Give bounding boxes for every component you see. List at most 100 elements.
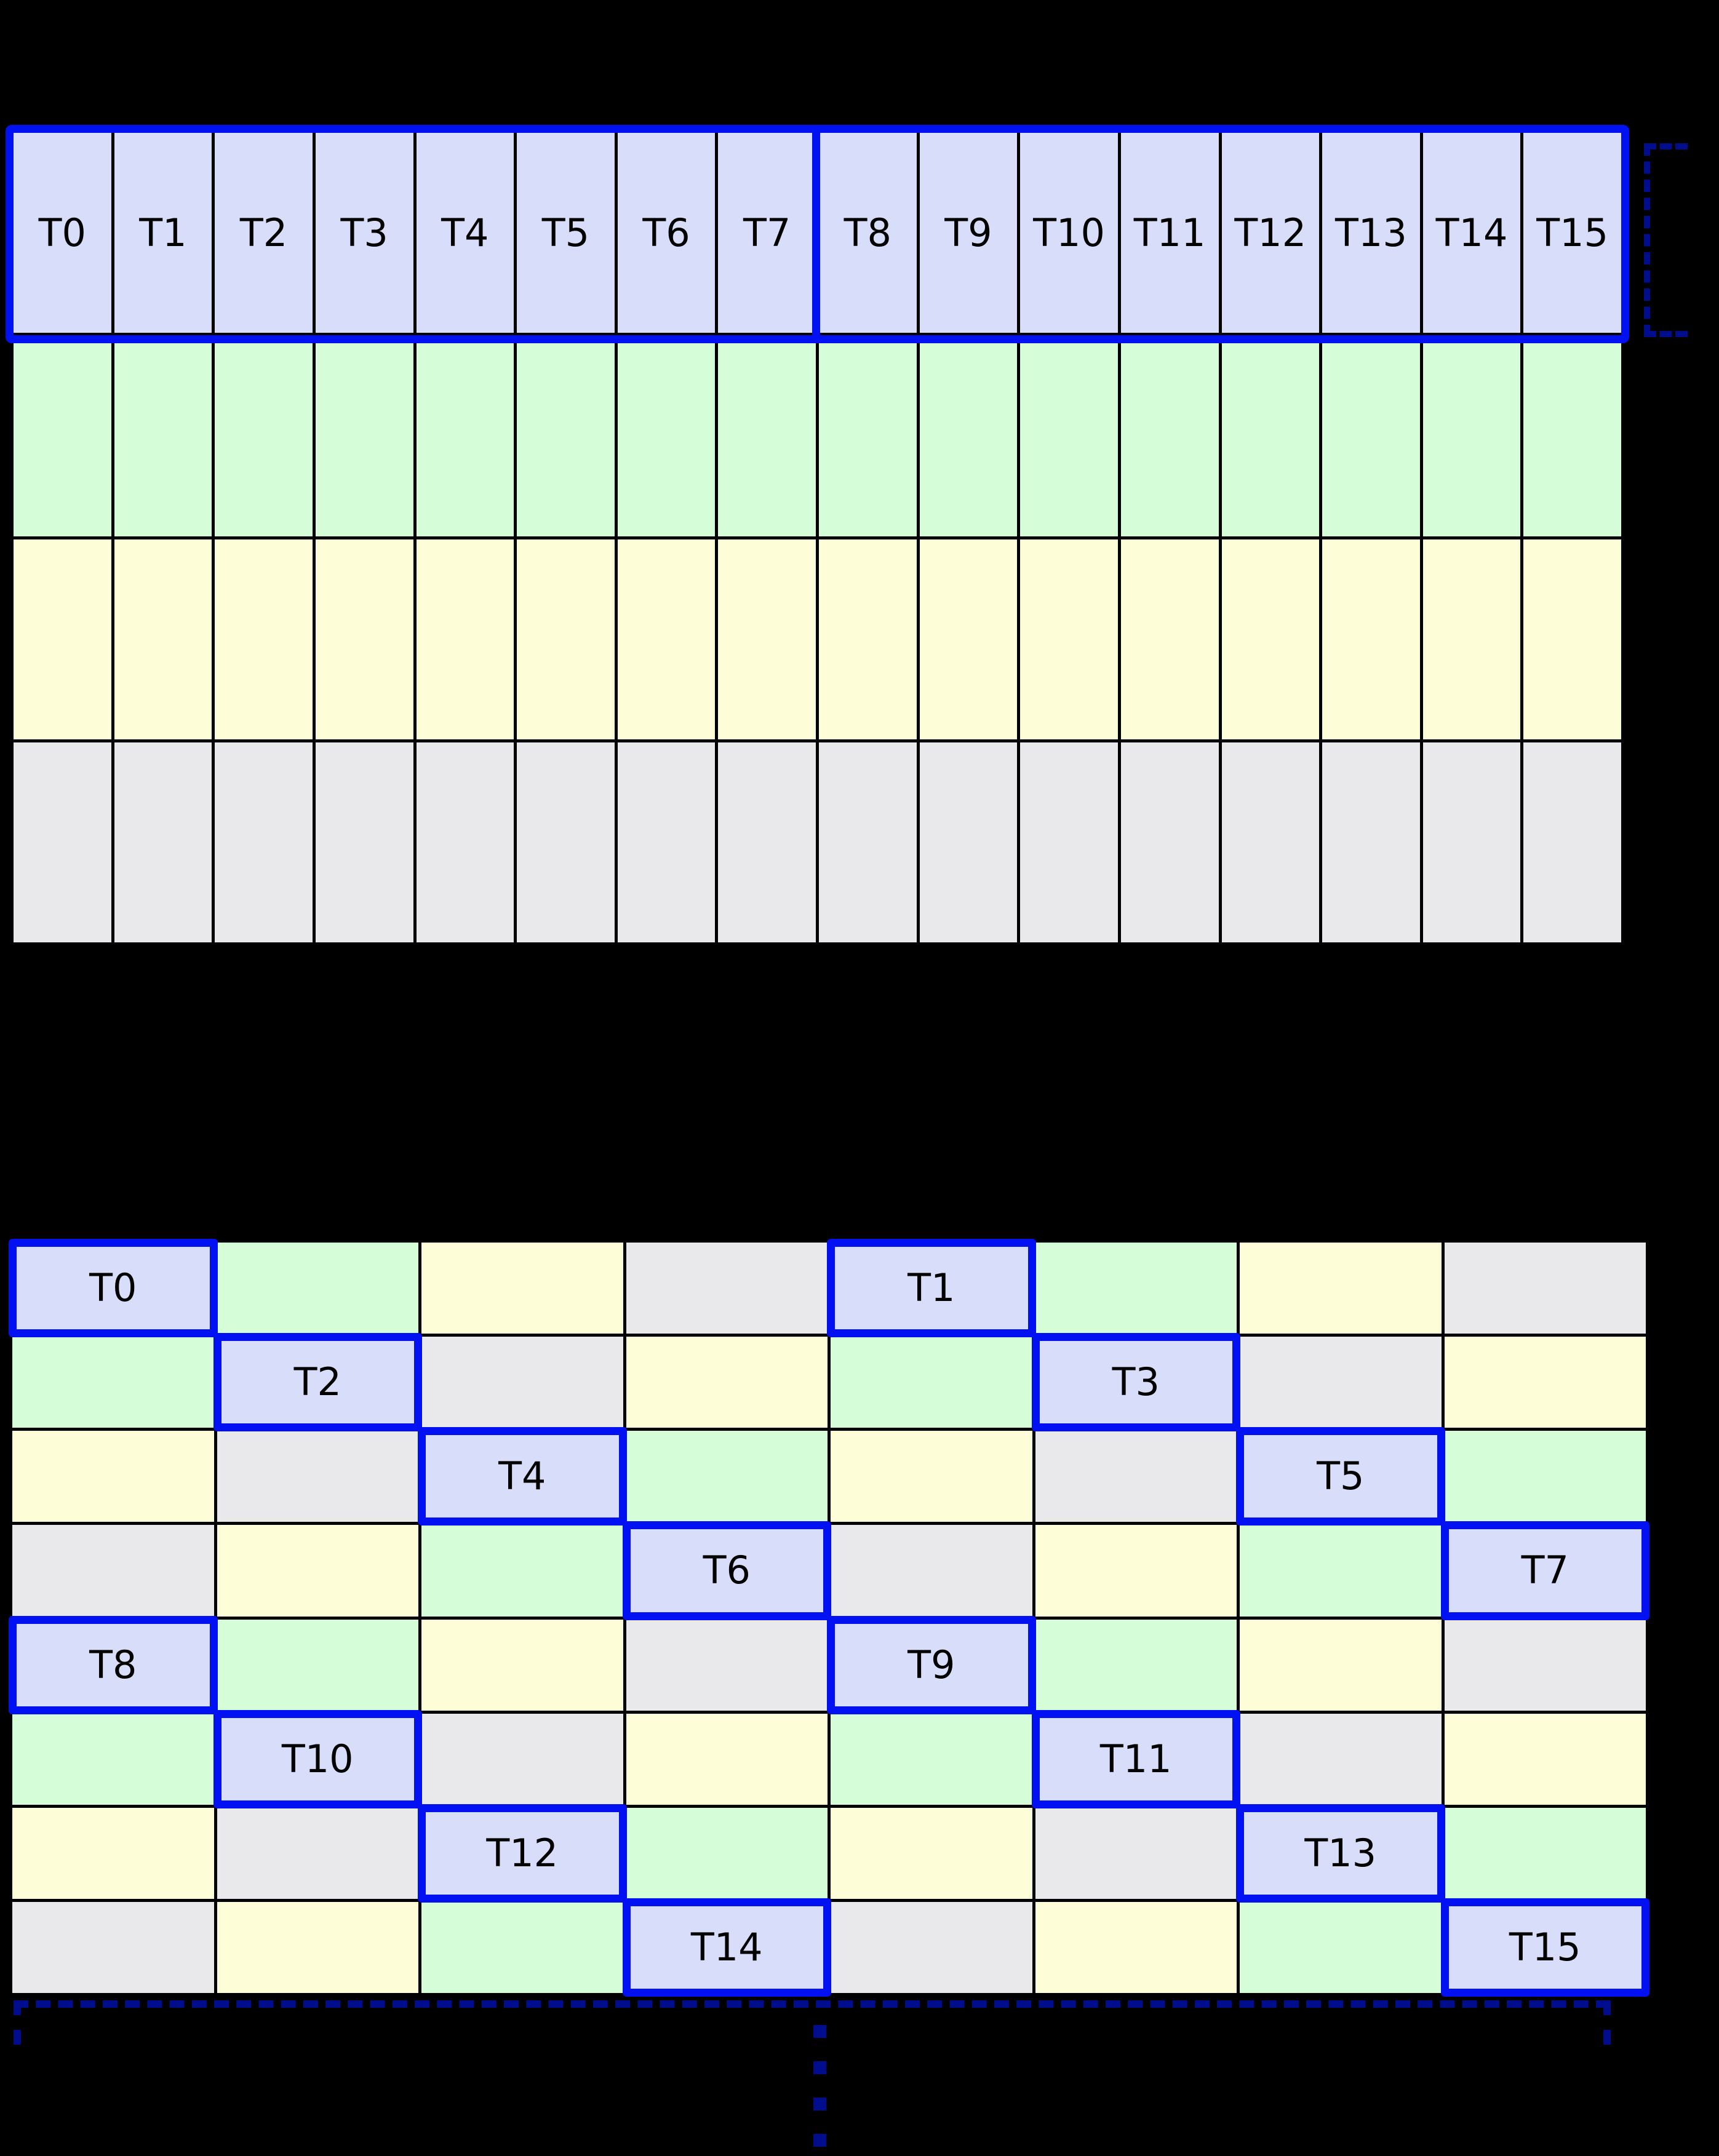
swizzled-grid-cell-r7-c5 [1035,1901,1237,1993]
swizzled-grid-cell-r2-c4 [831,1431,1032,1522]
swizzled-grid-cell-r4-c6 [1240,1619,1442,1711]
linear-grid-cell-r1-c5 [517,336,615,536]
linear-grid-cell-r3-c0 [14,742,111,942]
linear-grid-thread-cell-T6: T6 [617,133,716,333]
linear-grid-cell-r1-c7 [718,336,816,536]
linear-grid-thread-cell-T7: T7 [718,133,816,333]
swizzled-grid-cell-r3-c6 [1240,1525,1442,1617]
swizzled-grid-cell-r4-c3 [626,1619,828,1711]
swizzled-grid-cell-r0-c1 [217,1243,418,1334]
linear-grid-thread-cell-T2: T2 [215,133,313,333]
swizzled-grid-cell-r0-c6 [1240,1243,1442,1334]
linear-grid-cell-r2-c12 [1221,539,1320,739]
linear-grid-thread-cell-T8: T8 [819,133,917,333]
linear-grid-cell-r2-c4 [416,539,514,739]
swizzled-grid-cell-r7-c4 [831,1901,1032,1993]
linear-grid-cell-r1-c1 [114,336,212,536]
ellipsis-dot [813,2134,826,2147]
swizzled-grid-cell-r7-c2 [421,1901,623,1993]
linear-grid-cell-r1-c4 [416,336,514,536]
linear-grid-cell-r3-c10 [1020,742,1118,942]
linear-grid-cell-r1-c9 [919,336,1018,536]
linear-grid-cell-r3-c14 [1422,742,1521,942]
swizzled-grid-cell-r6-c1 [217,1807,418,1899]
linear-grid-thread-cell-T10: T10 [1020,133,1118,333]
linear-grid-cell-r3-c11 [1120,742,1219,942]
swizzled-grid-cell-r5-c7 [1444,1713,1646,1805]
swizzled-grid-thread-cell-T4: T4 [421,1431,623,1522]
swizzled-grid-cell-r5-c6 [1240,1713,1442,1805]
swizzled-grid-cell-r4-c5 [1035,1619,1237,1711]
swizzled-grid-cell-r2-c1 [217,1431,418,1522]
swizzled-grid-cell-r7-c0 [12,1901,214,1993]
swizzled-grid-cell-r7-c1 [217,1901,418,1993]
linear-grid-cell-r2-c1 [114,539,212,739]
linear-grid-thread-cell-T1: T1 [114,133,212,333]
swizzled-grid-thread-cell-T8: T8 [12,1619,214,1711]
linear-grid-cell-r2-c15 [1523,539,1621,739]
linear-grid-cell-r2-c11 [1120,539,1219,739]
linear-grid-thread-cell-T12: T12 [1221,133,1320,333]
linear-grid-cell-r1-c10 [1020,336,1118,536]
swizzled-grid-cell-r1-c6 [1240,1337,1442,1428]
swizzled-grid-thread-cell-T10: T10 [217,1713,418,1805]
linear-grid-cell-r1-c8 [819,336,917,536]
swizzled-grid-thread-cell-T15: T15 [1444,1901,1646,1993]
linear-grid-cell-r2-c9 [919,539,1018,739]
linear-grid-cell-r3-c4 [416,742,514,942]
linear-grid-cell-r3-c8 [819,742,917,942]
linear-grid-thread-cell-T9: T9 [919,133,1018,333]
swizzled-grid-cell-r3-c4 [831,1525,1032,1617]
linear-grid-cell-r3-c7 [718,742,816,942]
swizzled-grid-cell-r0-c2 [421,1243,623,1334]
swizzled-grid-cell-r2-c5 [1035,1431,1237,1522]
linear-grid-thread-cell-T5: T5 [517,133,615,333]
ellipsis-dot [813,2098,826,2110]
linear-grid-cell-r1-c13 [1322,336,1420,536]
thread-group-divider [812,125,820,343]
swizzled-grid-cell-r6-c3 [626,1807,828,1899]
linear-grid-cell-r3-c5 [517,742,615,942]
swizzled-grid-cell-r6-c4 [831,1807,1032,1899]
linear-grid-cell-r2-c5 [517,539,615,739]
swizzled-grid-cell-r2-c0 [12,1431,214,1522]
swizzled-grid-cell-r6-c5 [1035,1807,1237,1899]
linear-grid-thread-cell-T4: T4 [416,133,514,333]
grid-span-bracket-icon [14,2000,1611,2045]
linear-grid-cell-r3-c12 [1221,742,1320,942]
swizzled-grid-cell-r4-c1 [217,1619,418,1711]
swizzled-grid-cell-r4-c7 [1444,1619,1646,1711]
swizzled-grid-thread-cell-T5: T5 [1240,1431,1442,1522]
swizzled-grid-thread-cell-T11: T11 [1035,1713,1237,1805]
linear-grid-cell-r3-c1 [114,742,212,942]
linear-grid-cell-r3-c15 [1523,742,1621,942]
swizzled-grid-cell-r3-c0 [12,1525,214,1617]
swizzled-grid-cell-r1-c3 [626,1337,828,1428]
linear-grid-cell-r2-c3 [315,539,413,739]
linear-grid-cell-r3-c2 [215,742,313,942]
linear-grid-cell-r1-c6 [617,336,716,536]
swizzled-thread-grid: T0 T1 T2 T3 T4 T5 T6 T7 T8 T9 T10 T11 T12 T13 T14 T15 [9,1239,1649,1996]
swizzled-grid-thread-cell-T13: T13 [1240,1807,1442,1899]
linear-grid-cell-r3-c6 [617,742,716,942]
swizzled-grid-thread-cell-T3: T3 [1035,1337,1237,1428]
swizzled-grid-cell-r1-c2 [421,1337,623,1428]
linear-grid-cell-r3-c13 [1322,742,1420,942]
linear-grid-cell-r2-c8 [819,539,917,739]
swizzled-grid-thread-cell-T1: T1 [831,1243,1032,1334]
linear-grid-cell-r1-c0 [14,336,111,536]
swizzled-grid-thread-cell-T7: T7 [1444,1525,1646,1617]
linear-grid-thread-cell-T3: T3 [315,133,413,333]
linear-grid-cell-r1-c2 [215,336,313,536]
swizzled-grid-thread-cell-T0: T0 [12,1243,214,1334]
linear-grid-cell-r2-c7 [718,539,816,739]
swizzled-grid-cell-r0-c7 [1444,1243,1646,1334]
swizzled-grid-cell-r0-c5 [1035,1243,1237,1334]
swizzled-grid-cell-r1-c0 [12,1337,214,1428]
swizzled-grid-thread-cell-T2: T2 [217,1337,418,1428]
linear-grid-cell-r1-c3 [315,336,413,536]
linear-grid-cell-r2-c14 [1422,539,1521,739]
swizzled-grid-cell-r3-c5 [1035,1525,1237,1617]
swizzled-grid-cell-r1-c7 [1444,1337,1646,1428]
